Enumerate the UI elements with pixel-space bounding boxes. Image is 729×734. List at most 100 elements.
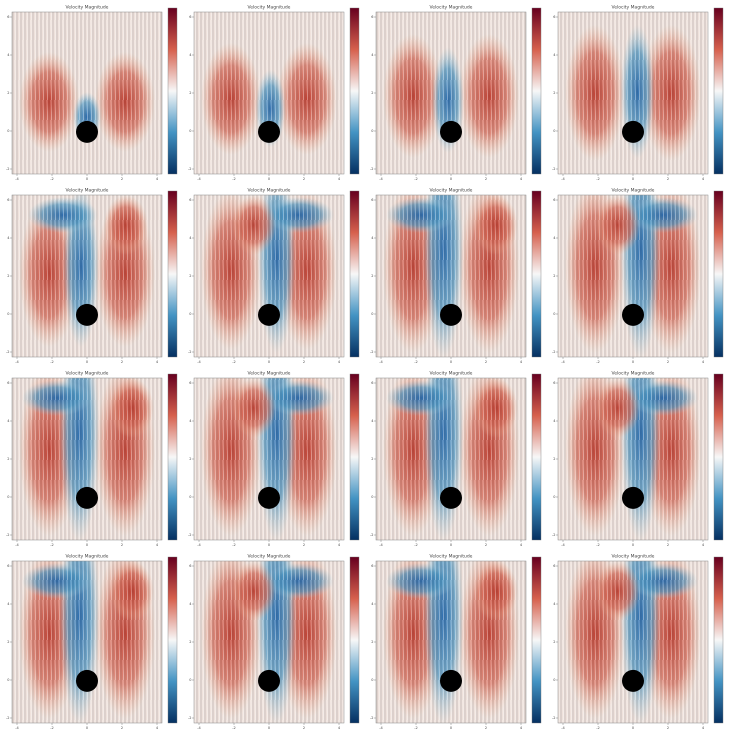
x-tick-label: -4	[561, 177, 565, 181]
y-tick-label: 6	[189, 381, 191, 385]
colorbar	[532, 191, 541, 357]
y-tick-label: 0	[189, 312, 191, 316]
x-tick-label: 0	[450, 543, 452, 547]
x-tick-label: -4	[379, 360, 383, 364]
panel-title: Velocity Magnitude	[612, 188, 655, 194]
x-tick-label: -2	[50, 360, 54, 364]
colorbar	[714, 374, 723, 540]
streamlines	[12, 378, 162, 540]
y-tick-label: 6	[553, 198, 555, 202]
y-tick-label: -2	[370, 533, 374, 537]
y-tick-label: 0	[189, 678, 191, 682]
x-tick-label: -2	[414, 543, 418, 547]
x-tick-label: 4	[702, 726, 705, 730]
x-tick-label: -4	[561, 360, 565, 364]
y-tick-label: 0	[553, 495, 555, 499]
cylinder	[622, 304, 644, 326]
cylinder	[76, 304, 98, 326]
y-tick-label: 4	[553, 236, 556, 240]
y-tick-label: -2	[188, 716, 192, 720]
panel: Velocity Magnitude-4-2024-20246	[370, 5, 541, 182]
panel-title: Velocity Magnitude	[612, 5, 655, 11]
x-tick-label: 4	[520, 177, 523, 181]
x-tick-label: -2	[596, 360, 600, 364]
x-tick-label: -2	[50, 177, 54, 181]
panel-title: Velocity Magnitude	[248, 554, 291, 560]
cylinder	[440, 487, 462, 509]
x-tick-label: 0	[632, 177, 634, 181]
x-tick-label: 4	[520, 360, 523, 364]
x-tick-label: -4	[379, 543, 383, 547]
y-tick-label: -2	[6, 716, 10, 720]
y-tick-label: 4	[7, 53, 10, 57]
x-tick-label: 4	[338, 360, 341, 364]
x-tick-label: 2	[303, 543, 305, 547]
colorbar	[714, 191, 723, 357]
y-tick-label: -2	[370, 350, 374, 354]
y-tick-label: 6	[7, 564, 9, 568]
y-tick-label: 6	[553, 15, 555, 19]
y-tick-label: 4	[7, 419, 10, 423]
y-tick-label: 4	[371, 419, 374, 423]
x-tick-label: 0	[632, 360, 634, 364]
x-tick-label: 2	[121, 726, 123, 730]
y-tick-label: -2	[188, 167, 192, 171]
streamlines	[194, 378, 344, 540]
x-tick-label: 4	[156, 543, 159, 547]
y-tick-label: 6	[7, 15, 9, 19]
x-tick-label: 2	[667, 543, 669, 547]
x-tick-label: 0	[86, 543, 88, 547]
colorbar	[532, 374, 541, 540]
y-tick-label: 2	[189, 640, 191, 644]
colorbar	[168, 191, 177, 357]
cylinder	[622, 670, 644, 692]
x-tick-label: -2	[232, 543, 236, 547]
colorbar	[350, 8, 359, 174]
x-tick-label: -2	[596, 726, 600, 730]
x-tick-label: -4	[197, 360, 201, 364]
y-tick-label: 0	[7, 312, 9, 316]
y-tick-label: 2	[7, 640, 9, 644]
streamlines	[376, 378, 526, 540]
y-tick-label: 2	[7, 457, 9, 461]
colorbar	[350, 557, 359, 723]
y-tick-label: -2	[552, 533, 556, 537]
y-tick-label: 2	[553, 457, 555, 461]
y-tick-label: -2	[188, 350, 192, 354]
streamlines	[12, 12, 162, 174]
x-tick-label: 0	[86, 177, 88, 181]
y-tick-label: 0	[7, 678, 9, 682]
y-tick-label: 0	[7, 495, 9, 499]
panel-title: Velocity Magnitude	[430, 188, 473, 194]
x-tick-label: -4	[379, 177, 383, 181]
colorbar	[168, 374, 177, 540]
panel-title: Velocity Magnitude	[66, 5, 109, 11]
x-tick-label: 0	[86, 360, 88, 364]
streamlines	[12, 561, 162, 723]
x-tick-label: -2	[414, 726, 418, 730]
y-tick-label: -2	[552, 350, 556, 354]
x-tick-label: 0	[86, 726, 88, 730]
x-tick-label: -4	[561, 726, 565, 730]
y-tick-label: 6	[189, 564, 191, 568]
x-tick-label: -4	[15, 543, 19, 547]
cylinder	[258, 670, 280, 692]
cylinder	[258, 121, 280, 143]
colorbar	[714, 557, 723, 723]
cylinder	[622, 487, 644, 509]
y-tick-label: 0	[371, 495, 373, 499]
panel-title: Velocity Magnitude	[248, 188, 291, 194]
plot-area	[558, 12, 708, 174]
x-tick-label: 2	[485, 543, 487, 547]
x-tick-label: -4	[15, 726, 19, 730]
x-tick-label: 0	[450, 726, 452, 730]
x-tick-label: 4	[338, 543, 341, 547]
x-tick-label: 4	[338, 177, 341, 181]
x-tick-label: 4	[702, 177, 705, 181]
y-tick-label: 2	[371, 274, 373, 278]
panel-title: Velocity Magnitude	[430, 554, 473, 560]
streamlines	[376, 12, 526, 174]
cylinder	[440, 670, 462, 692]
y-tick-label: -2	[6, 533, 10, 537]
y-tick-label: 0	[371, 678, 373, 682]
